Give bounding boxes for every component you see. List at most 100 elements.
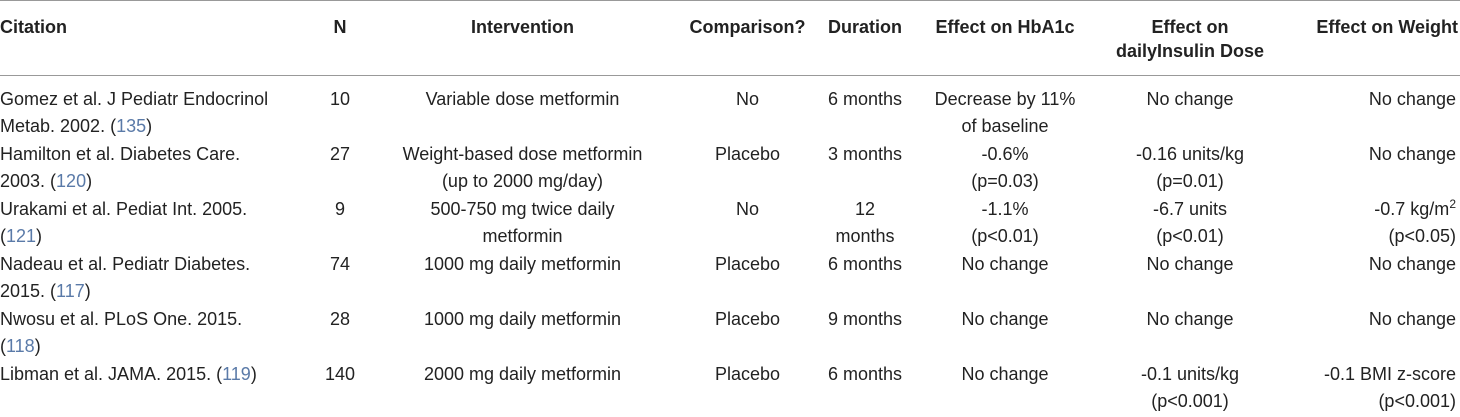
cell-weight: No change xyxy=(1280,141,1460,196)
header-intervention: Intervention xyxy=(470,17,574,37)
intervention-line1: 500-750 mg twice daily xyxy=(430,199,615,219)
table-header: Citation N Intervention Comparison? Dura… xyxy=(0,0,1460,76)
citation-ref-link[interactable]: 120 xyxy=(56,171,87,191)
cell-weight: No change xyxy=(1280,251,1460,306)
intervention-line2: (up to 2000 mg/day) xyxy=(441,171,604,191)
citation-close-paren: ) xyxy=(34,336,41,356)
cell-intervention: Weight-based dose metformin (up to 2000 m… xyxy=(370,141,675,196)
citation-ref-link[interactable]: 135 xyxy=(116,116,147,136)
cell-duration: 12 months xyxy=(820,196,910,251)
header-duration: Duration xyxy=(828,17,902,37)
cell-hba1c: No change xyxy=(910,251,1100,306)
citation-ref-link[interactable]: 118 xyxy=(6,336,35,356)
citation-line1: Hamilton et al. Diabetes Care. xyxy=(0,144,241,164)
citation-ref-link[interactable]: 117 xyxy=(56,281,85,301)
cell-intervention: 1000 mg daily metformin xyxy=(370,251,675,306)
weight-line2: (p<0.05) xyxy=(1388,226,1456,246)
cell-n: 9 xyxy=(334,199,345,219)
intervention-line1: 2000 mg daily metformin xyxy=(423,364,622,384)
cell-n: 140 xyxy=(324,364,356,384)
cell-n: 27 xyxy=(329,144,351,164)
cell-weight: -0.7 kg/m2 (p<0.05) xyxy=(1280,196,1460,251)
table-row: Libman et al. JAMA. 2015. (119) 140 2000 m… xyxy=(0,361,1460,415)
hba1c-line1: No change xyxy=(961,364,1049,384)
insulin-line2: (p=0.01) xyxy=(1156,171,1224,191)
citation-close-paren: ) xyxy=(146,116,153,136)
cell-duration: 3 months xyxy=(820,141,910,196)
header-insulin-line2: dailyInsulin Dose xyxy=(1115,41,1265,61)
table-body: Gomez et al. J Pediatr Endocrinol Metab. … xyxy=(0,76,1460,416)
cell-citation: Nwosu et al. PLoS One. 2015. (118) xyxy=(0,306,310,361)
insulin-line1: -0.1 units/kg xyxy=(1140,364,1240,384)
cell-duration: 6 months xyxy=(820,361,910,415)
header-comparison: Comparison? xyxy=(689,17,806,37)
duration-line1: 9 months xyxy=(827,309,903,329)
citation-close-paren: ) xyxy=(84,281,91,301)
hba1c-line1: No change xyxy=(961,309,1049,329)
citation-line2: ( xyxy=(0,226,6,246)
duration-line1: 12 xyxy=(854,199,876,219)
citation-line1: Nwosu et al. PLoS One. 2015. xyxy=(0,309,243,329)
header-hba1c: Effect on HbA1c xyxy=(935,17,1075,37)
weight-superscript: 2 xyxy=(1449,197,1456,211)
citation-line1: Libman et al. JAMA. 2015. ( xyxy=(0,364,223,384)
cell-insulin: No change xyxy=(1100,251,1280,306)
cell-duration: 9 months xyxy=(820,306,910,361)
cell-hba1c: No change xyxy=(910,361,1100,415)
cell-comparison: No xyxy=(735,199,759,219)
weight-line1: No change xyxy=(1368,254,1456,274)
cell-intervention: Variable dose metformin xyxy=(370,76,675,142)
insulin-line2: (p<0.01) xyxy=(1156,226,1224,246)
cell-hba1c: Decrease by 11% of baseline xyxy=(910,76,1100,142)
cell-weight: -0.1 BMI z-score (p<0.001) xyxy=(1280,361,1460,415)
cell-hba1c: -0.6% (p=0.03) xyxy=(910,141,1100,196)
hba1c-line1: No change xyxy=(961,254,1049,274)
header-n: N xyxy=(333,17,347,37)
cell-intervention: 1000 mg daily metformin xyxy=(370,306,675,361)
citation-line2: ( xyxy=(0,336,6,356)
citation-line1: Urakami et al. Pediat Int. 2005. xyxy=(0,199,248,219)
cell-hba1c: No change xyxy=(910,306,1100,361)
table-row: Hamilton et al. Diabetes Care. 2003. (120… xyxy=(0,141,1460,196)
cell-weight: No change xyxy=(1280,306,1460,361)
duration-line2: months xyxy=(835,226,895,246)
header-weight: Effect on Weight xyxy=(1316,17,1458,37)
cell-comparison: Placebo xyxy=(714,364,781,384)
table-row: Nadeau et al. Pediatr Diabetes. 2015. (11… xyxy=(0,251,1460,306)
citation-line2: 2003. ( xyxy=(0,171,57,191)
cell-insulin: No change xyxy=(1100,76,1280,142)
cell-insulin: -0.16 units/kg (p=0.01) xyxy=(1100,141,1280,196)
weight-line1: -0.1 BMI z-score xyxy=(1323,364,1456,384)
citation-line2: Metab. 2002. ( xyxy=(0,116,117,136)
insulin-line1: No change xyxy=(1146,309,1234,329)
citation-line2: 2015. ( xyxy=(0,281,57,301)
cell-n: 10 xyxy=(329,89,351,109)
hba1c-line1: -0.6% xyxy=(981,144,1029,164)
citation-ref-link[interactable]: 121 xyxy=(6,226,37,246)
header-citation: Citation xyxy=(0,17,67,37)
weight-line1: No change xyxy=(1368,309,1456,329)
duration-line1: 6 months xyxy=(827,364,903,384)
intervention-line1: 1000 mg daily metformin xyxy=(423,309,622,329)
insulin-line1: No change xyxy=(1146,89,1234,109)
cell-insulin: -6.7 units (p<0.01) xyxy=(1100,196,1280,251)
cell-insulin: No change xyxy=(1100,306,1280,361)
table-row: Nwosu et al. PLoS One. 2015. (118) 28 1000 … xyxy=(0,306,1460,361)
insulin-line1: -6.7 units xyxy=(1152,199,1228,219)
citation-line1: Gomez et al. J Pediatr Endocrinol xyxy=(0,89,269,109)
duration-line1: 6 months xyxy=(827,89,903,109)
cell-comparison: Placebo xyxy=(714,144,781,164)
weight-line1: No change xyxy=(1368,89,1456,109)
weight-line1: -0.7 kg/m xyxy=(1374,199,1450,219)
cell-intervention: 2000 mg daily metformin xyxy=(370,361,675,415)
cell-insulin: -0.1 units/kg (p<0.001) xyxy=(1100,361,1280,415)
intervention-line1: 1000 mg daily metformin xyxy=(423,254,622,274)
cell-hba1c: -1.1% (p<0.01) xyxy=(910,196,1100,251)
table-row: Gomez et al. J Pediatr Endocrinol Metab. … xyxy=(0,76,1460,142)
intervention-line1: Weight-based dose metformin xyxy=(402,144,643,164)
cell-comparison: Placebo xyxy=(714,309,781,329)
cell-citation: Hamilton et al. Diabetes Care. 2003. (120… xyxy=(0,141,310,196)
header-row: Citation N Intervention Comparison? Dura… xyxy=(0,0,1460,76)
citation-ref-link[interactable]: 119 xyxy=(222,364,251,384)
